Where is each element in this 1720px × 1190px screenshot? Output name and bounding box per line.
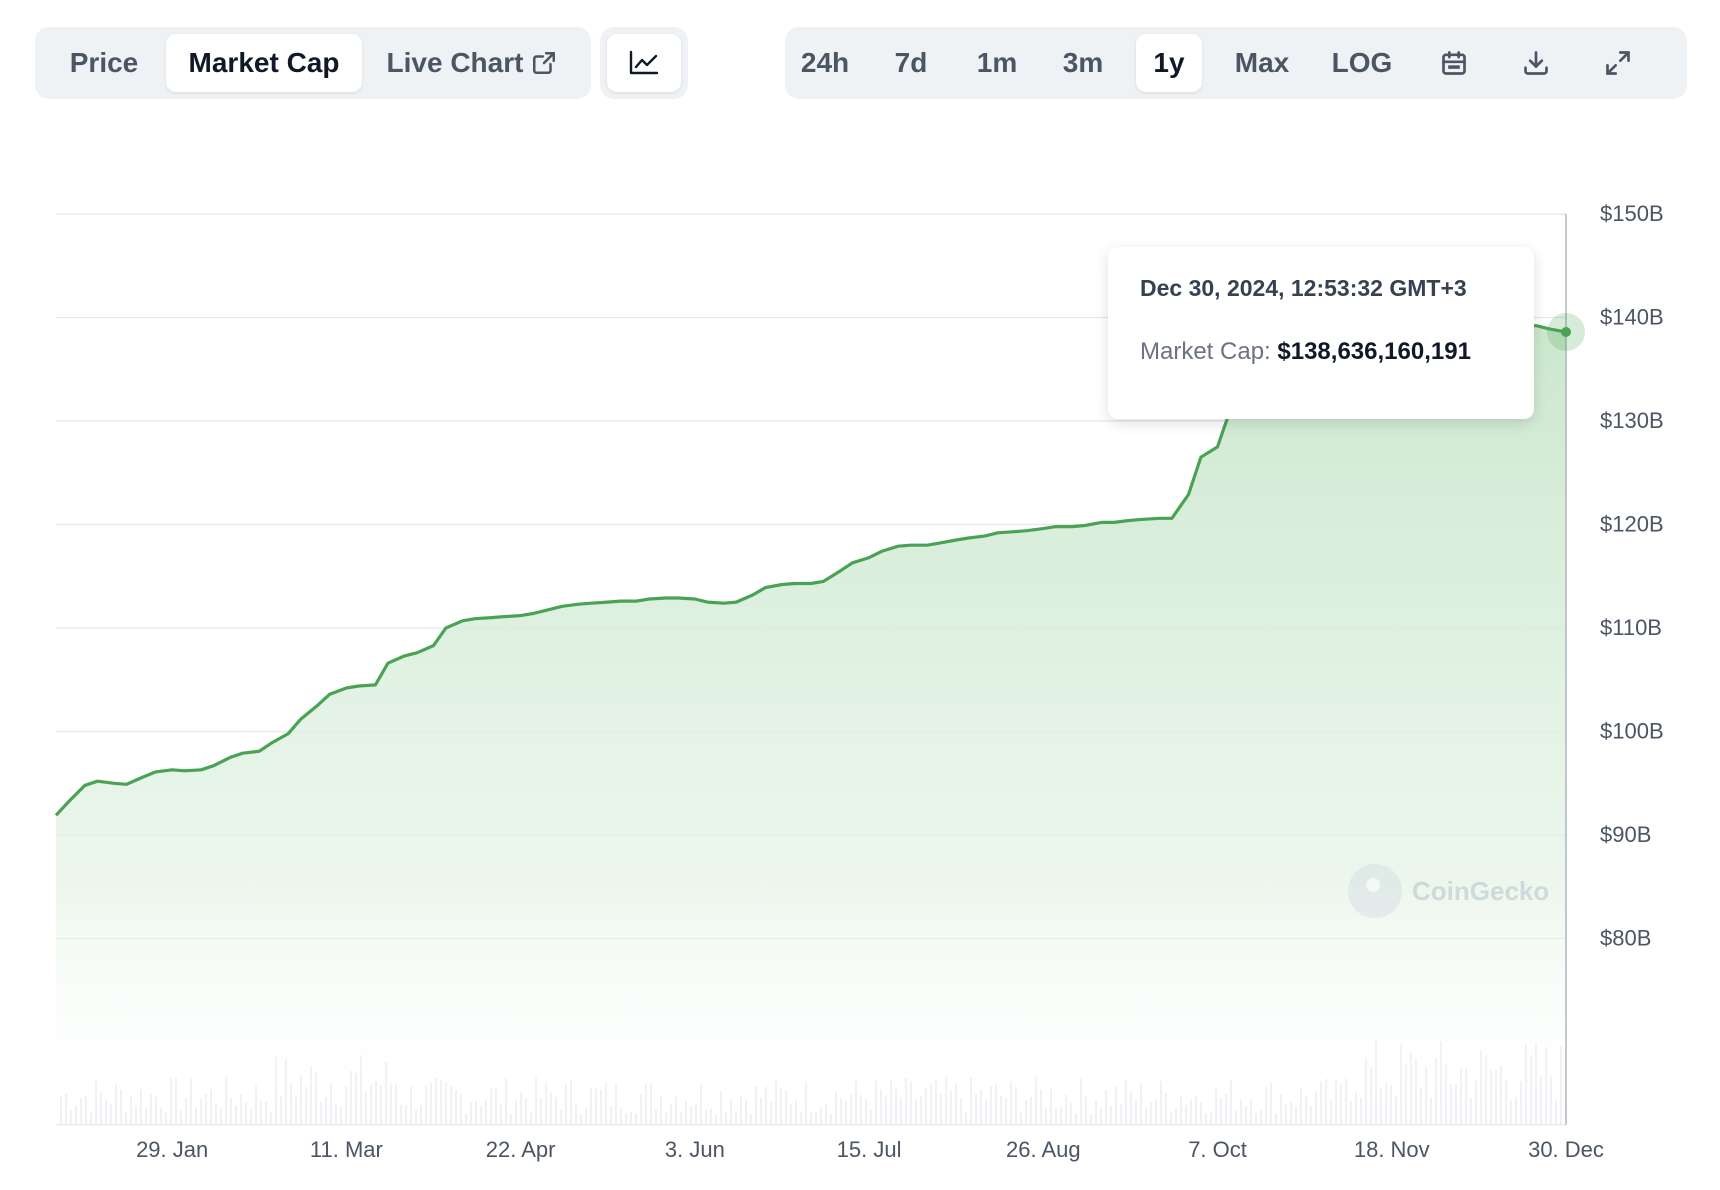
chart-area-fill [56, 321, 1566, 1125]
range-max[interactable]: Max [1234, 47, 1290, 78]
y-tick-label: $90B [1600, 822, 1651, 847]
range-24h[interactable]: 24h [800, 47, 850, 78]
y-axis-labels: $150B $140B $130B $120B $110B $100B $90B $80B [1600, 201, 1664, 951]
x-tick-label: 11. Mar [310, 1137, 383, 1162]
watermark-text: CoinGecko [1412, 875, 1550, 906]
x-tick-label: 3. Jun [665, 1137, 725, 1162]
tooltip-date: Dec 30, 2024, 12:53:32 GMT+3 [1140, 275, 1467, 301]
chart-tooltip: Dec 30, 2024, 12:53:32 GMT+3 Market Cap:… [1108, 247, 1534, 419]
calendar-icon [1440, 49, 1468, 77]
x-tick-label: 7. Oct [1188, 1137, 1247, 1162]
x-axis-labels: 29. Jan 11. Mar 22. Apr 3. Jun 15. Jul 26. Au… [136, 1137, 1604, 1162]
y-tick-label: $80B [1600, 925, 1651, 950]
tooltip-row: Market Cap: $138,636,160,191 [1140, 338, 1502, 366]
log-scale-toggle[interactable]: LOG [1331, 47, 1393, 78]
y-tick-label: $100B [1600, 718, 1664, 743]
chart-toolbar: Price Market Cap Live Chart 24h 7d 1m 3m… [35, 27, 1687, 99]
y-tick-label: $120B [1600, 511, 1664, 536]
chart-style-toggle [600, 27, 688, 99]
y-tick-label: $110B [1600, 615, 1662, 640]
expand-icon [1604, 49, 1632, 77]
coingecko-watermark: CoinGecko [1348, 864, 1549, 918]
range-1y[interactable]: 1y [1136, 34, 1202, 92]
time-range-tabs: 24h 7d 1m 3m 1y Max LOG [785, 27, 1687, 99]
x-tick-label: 26. Aug [1006, 1137, 1081, 1162]
download-icon [1522, 49, 1550, 77]
range-7d[interactable]: 7d [894, 47, 928, 78]
x-tick-label: 30. Dec [1528, 1137, 1604, 1162]
x-tick-label: 29. Jan [136, 1137, 208, 1162]
chart-type-tabs: Price Market Cap Live Chart [35, 27, 591, 99]
tab-market-cap[interactable]: Market Cap [166, 34, 362, 92]
external-link-icon [531, 50, 557, 76]
tooltip-label: Market Cap: [1140, 338, 1271, 365]
line-chart-icon [629, 50, 659, 76]
line-chart-button[interactable] [607, 34, 681, 92]
hover-point[interactable] [1561, 326, 1571, 337]
coingecko-logo-icon [1348, 864, 1402, 918]
y-tick-label: $130B [1600, 408, 1664, 433]
y-tick-label: $150B [1600, 201, 1664, 226]
calendar-button[interactable] [1422, 34, 1486, 92]
fullscreen-button[interactable] [1586, 34, 1650, 92]
live-chart-label: Live Chart [386, 47, 524, 78]
x-tick-label: 22. Apr [486, 1137, 556, 1162]
tab-live-chart[interactable]: Live Chart [362, 34, 582, 92]
tab-price[interactable]: Price [69, 47, 139, 78]
x-tick-label: 15. Jul [837, 1137, 902, 1162]
y-tick-label: $140B [1600, 304, 1664, 329]
x-tick-label: 18. Nov [1354, 1137, 1430, 1162]
tooltip-value: $138,636,160,191 [1277, 338, 1471, 365]
range-1m[interactable]: 1m [976, 47, 1018, 78]
range-3m[interactable]: 3m [1062, 47, 1104, 78]
download-button[interactable] [1504, 34, 1568, 92]
